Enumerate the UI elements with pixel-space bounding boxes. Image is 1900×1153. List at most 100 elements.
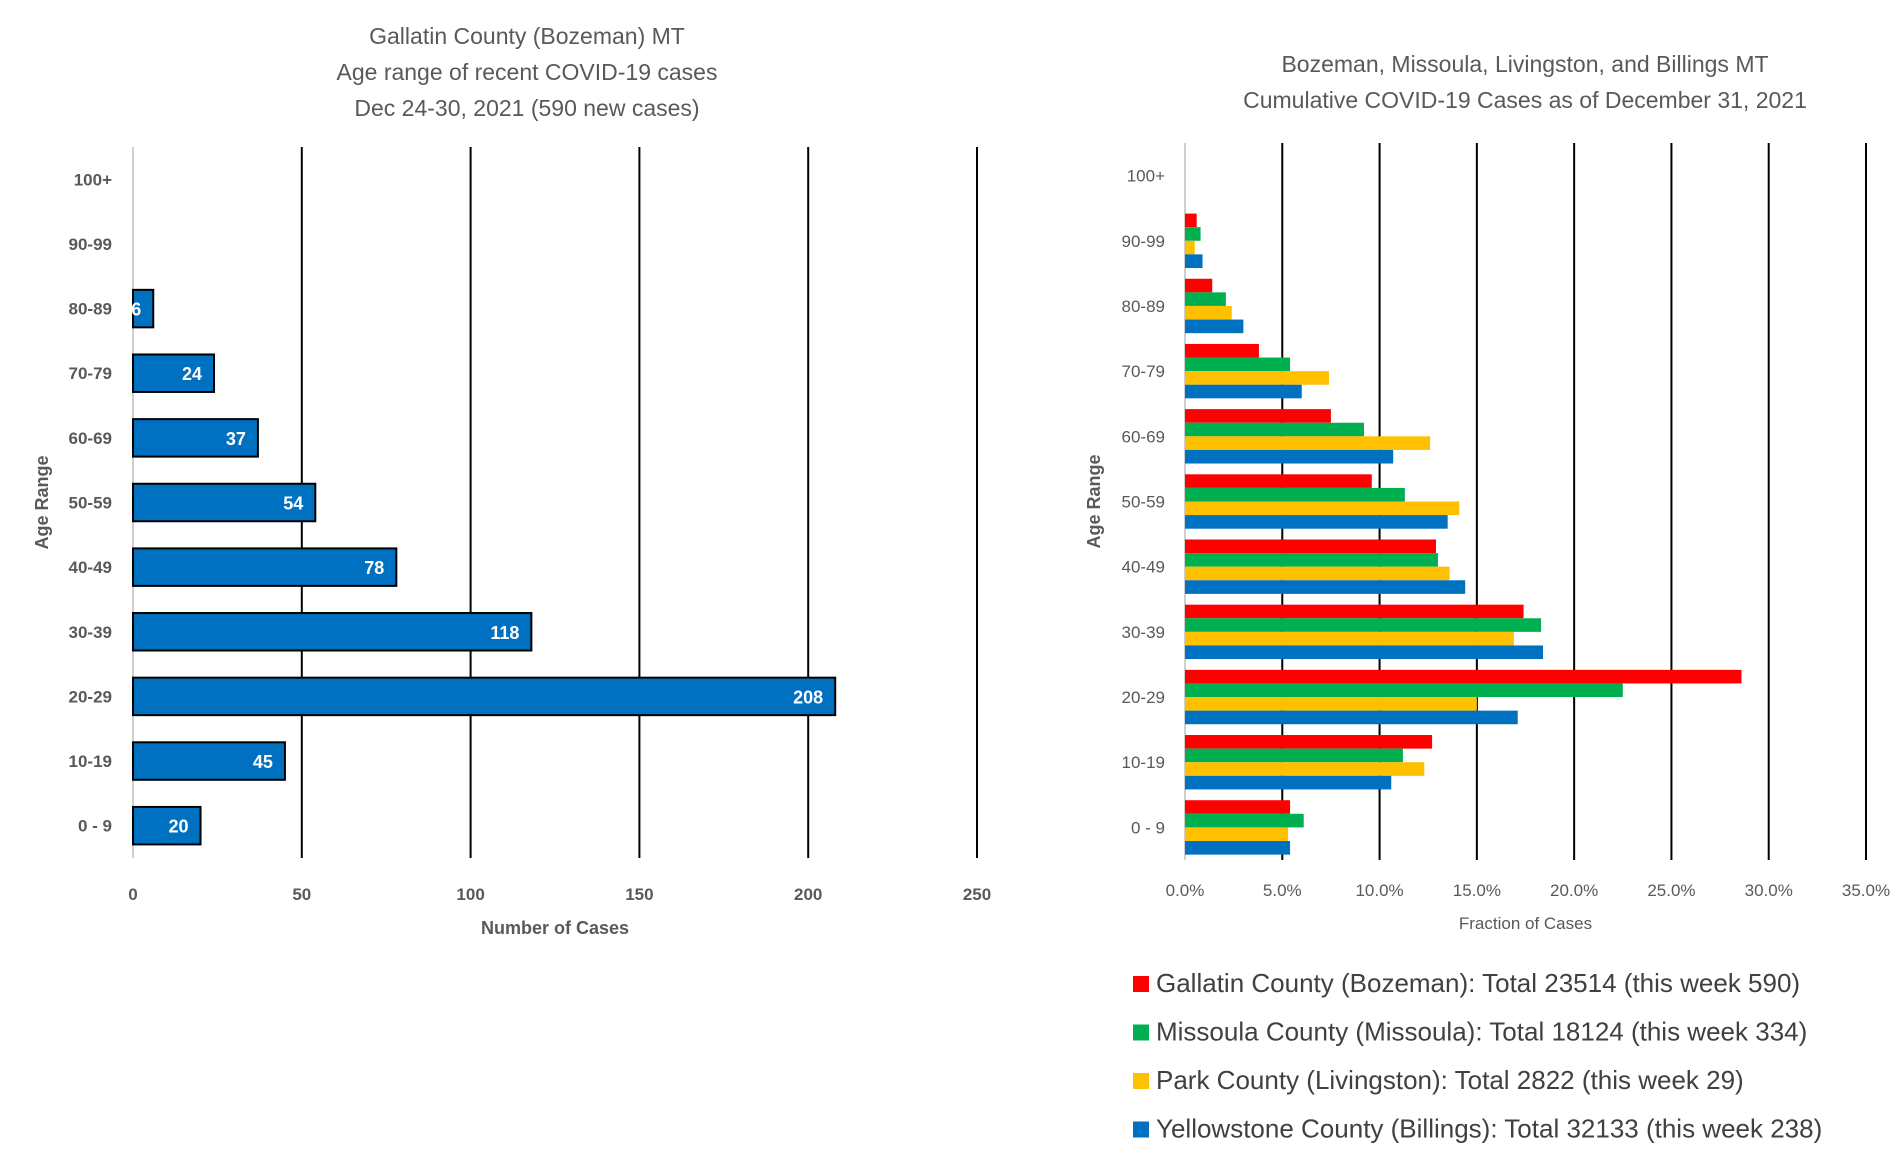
chart1-bar — [132, 741, 286, 781]
chart1-bar — [132, 353, 216, 393]
chart2-y-tick-label: 60-69 — [1122, 427, 1165, 446]
chart2-legend-swatch — [1133, 1121, 1149, 1138]
chart1-y-tick-label: 30-39 — [69, 623, 112, 642]
chart1-data-label: 45 — [253, 752, 273, 772]
chart1-y-tick-label: 100+ — [74, 170, 112, 189]
chart2-bar — [1185, 449, 1394, 464]
chart2-x-tick-label: 25.0% — [1647, 881, 1695, 900]
chart2-bar — [1185, 827, 1289, 842]
chart2-legend-swatch — [1133, 976, 1149, 992]
chart2-legend-label: Missoula County (Missoula): Total 18124 … — [1156, 1017, 1807, 1047]
chart2-legend-swatch — [1133, 1073, 1149, 1089]
chart1-title-line-1: Age range of recent COVID-19 cases — [337, 59, 718, 85]
chart1-data-label: 54 — [283, 494, 303, 514]
chart1-data-label: 20 — [168, 817, 188, 837]
chart1-bar — [132, 676, 837, 717]
chart2-y-tick-label: 50-59 — [1122, 493, 1165, 512]
chart1-y-tick-label: 40-49 — [69, 558, 112, 577]
chart2-bar — [1185, 683, 1623, 698]
chart2-bar — [1185, 539, 1436, 554]
chart1-x-tick-label: 150 — [625, 885, 653, 904]
chart1-bar — [132, 805, 202, 846]
chart2-x-tick-label: 35.0% — [1842, 881, 1890, 900]
chart1-x-tick-label: 250 — [963, 885, 991, 904]
chart2-legend-label: Yellowstone County (Billings): Total 321… — [1156, 1114, 1822, 1144]
chart1-bar — [132, 612, 533, 652]
chart2-bar — [1185, 409, 1331, 423]
chart2-legend-label: Gallatin County (Bozeman): Total 23514 (… — [1156, 968, 1800, 998]
chart2-bar — [1185, 735, 1433, 749]
chart2-bar — [1185, 343, 1259, 358]
chart1-data-label: 78 — [364, 558, 384, 578]
chart2-x-tick-label: 30.0% — [1745, 881, 1793, 900]
chart2-y-axis-label: Age Range — [1084, 454, 1104, 548]
chart2-y-tick-label: 40-49 — [1122, 558, 1165, 577]
chart1-y-tick-label: 60-69 — [69, 429, 112, 448]
chart2-title-line-0: Bozeman, Missoula, Livingston, and Billi… — [1281, 51, 1768, 77]
chart1-bar — [132, 482, 317, 523]
chart2-x-tick-label: 0.0% — [1166, 881, 1205, 900]
chart1-data-label: 118 — [490, 623, 519, 643]
chart1-y-tick-label: 50-59 — [69, 494, 112, 513]
chart2-bar — [1185, 631, 1514, 646]
chart1-data-label: 6 — [131, 300, 141, 320]
chart-age-range-recent-cases: Gallatin County (Bozeman) MT Age range of… — [32, 23, 991, 938]
chart2-y-tick-label: 20-29 — [1122, 688, 1165, 707]
chart1-y-tick-label: 0 - 9 — [78, 817, 112, 836]
chart2-legend-swatch — [1133, 1024, 1149, 1041]
chart2-bar — [1185, 748, 1403, 763]
chart2-bar — [1185, 254, 1203, 268]
chart2-bar — [1185, 515, 1448, 529]
chart1-data-label: 208 — [793, 687, 823, 707]
chart2-y-tick-label: 70-79 — [1122, 362, 1165, 381]
chart1-bar — [132, 288, 155, 329]
chart2-y-tick-label: 0 - 9 — [1131, 818, 1165, 837]
chart1-y-axis-label: Age Range — [32, 455, 52, 549]
chart2-bar — [1185, 800, 1291, 814]
chart2-bar — [1185, 292, 1226, 306]
chart2-bar — [1185, 566, 1450, 581]
chart2-bar — [1185, 436, 1431, 450]
chart2-y-tick-label: 100+ — [1127, 167, 1165, 186]
chart1-y-tick-label: 70-79 — [69, 364, 112, 383]
chart2-bar — [1185, 227, 1201, 241]
chart2-y-tick-label: 30-39 — [1122, 623, 1165, 642]
chart2-bar — [1185, 697, 1477, 711]
chart2-x-tick-label: 10.0% — [1355, 881, 1403, 900]
chart1-y-tick-label: 20-29 — [69, 687, 112, 706]
chart2-bar — [1185, 604, 1524, 619]
chart2-bar — [1185, 669, 1742, 684]
chart2-x-tick-label: 15.0% — [1453, 881, 1501, 900]
chart2-bar — [1185, 371, 1329, 385]
chart1-x-tick-label: 50 — [292, 885, 311, 904]
chart1-x-tick-label: 200 — [794, 885, 822, 904]
chart2-bar — [1185, 618, 1542, 632]
chart2-bar — [1185, 384, 1302, 399]
chart2-bar — [1185, 580, 1466, 594]
chart2-x-axis-label: Fraction of Cases — [1459, 914, 1592, 933]
chart2-bar — [1185, 813, 1304, 828]
chart1-y-tick-label: 80-89 — [69, 300, 112, 319]
chart2-bar — [1185, 553, 1438, 567]
chart2-bar — [1185, 474, 1372, 488]
chart1-y-tick-label: 90-99 — [69, 235, 112, 254]
chart1-x-tick-label: 100 — [456, 885, 484, 904]
chart1-data-label: 37 — [226, 429, 246, 449]
chart2-bar — [1185, 710, 1518, 725]
chart2-y-tick-label: 90-99 — [1122, 232, 1165, 251]
chart1-x-axis-label: Number of Cases — [481, 918, 629, 938]
chart1-x-tick-label: 0 — [128, 885, 137, 904]
chart2-bar — [1185, 762, 1425, 776]
chart2-title-line-1: Cumulative COVID-19 Cases as of December… — [1243, 87, 1807, 113]
chart2-bar — [1185, 841, 1291, 855]
chart2-bar — [1185, 501, 1460, 516]
chart1-title-line-0: Gallatin County (Bozeman) MT — [369, 23, 685, 49]
chart2-bar — [1185, 645, 1544, 660]
chart2-x-tick-label: 20.0% — [1550, 881, 1598, 900]
chart2-legend-label: Park County (Livingston): Total 2822 (th… — [1156, 1065, 1744, 1095]
chart2-bar — [1185, 319, 1244, 334]
chart1-title-line-2: Dec 24-30, 2021 (590 new cases) — [354, 95, 699, 121]
chart2-bar — [1185, 422, 1365, 437]
chart1-bar — [132, 418, 259, 458]
